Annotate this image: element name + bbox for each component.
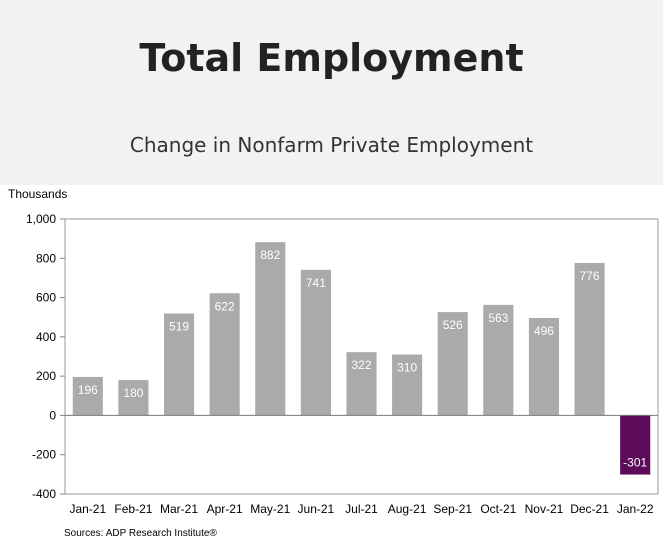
- y-tick-label: -400: [32, 487, 56, 501]
- bar-dec-21: [574, 263, 605, 416]
- bar-value-label: 322: [351, 358, 371, 372]
- page-title: Total Employment: [139, 36, 524, 80]
- x-tick-label: Jul-21: [345, 502, 378, 516]
- x-tick-label: Aug-21: [388, 502, 427, 516]
- bar-value-label: 622: [215, 299, 235, 313]
- chart-subtitle: Change in Nonfarm Private Employment: [129, 133, 534, 157]
- plot-border: [64, 218, 659, 494]
- bar-value-label: 496: [534, 324, 554, 338]
- bar-value-label: 563: [488, 311, 508, 325]
- x-tick-label: Jun-21: [298, 502, 335, 516]
- y-tick-label: 600: [36, 291, 56, 305]
- y-tick-label: 1,000: [26, 212, 56, 226]
- bar-may-21: [255, 242, 286, 416]
- bar-value-label: 519: [169, 319, 189, 333]
- bar-jun-21: [300, 269, 331, 416]
- chart-panel: -400 -200 0 200 400 600 800 1,000 196 Jan-21 180 Fe…: [0, 185, 663, 544]
- bar-value-label: 196: [78, 383, 98, 397]
- y-tick-label: -200: [32, 448, 56, 462]
- x-tick-label: Apr-21: [207, 502, 243, 516]
- x-tick-label: Sep-21: [433, 502, 472, 516]
- y-tick-label: 400: [36, 330, 56, 344]
- x-tick-label: Dec-21: [570, 502, 609, 516]
- bar-mar-21: [163, 313, 195, 416]
- bar-nov-21: [528, 318, 560, 416]
- bar-aug-21: [392, 354, 423, 416]
- source-note: Sources: ADP Research Institute®: [64, 528, 217, 539]
- x-tick-label: Jan-22: [617, 502, 654, 516]
- bar-value-label: 526: [443, 318, 463, 332]
- bar-value-label: 180: [123, 386, 143, 400]
- x-tick-label: Feb-21: [114, 502, 152, 516]
- x-tick-label: May-21: [250, 502, 290, 516]
- bar-value-label: 741: [306, 276, 326, 290]
- bar-value-label: 776: [580, 269, 600, 283]
- y-tick-label: 0: [49, 408, 56, 422]
- bar-jan-22: [620, 415, 651, 475]
- y-axis-unit-label: Thousands: [8, 187, 68, 201]
- bar-jan-21: [72, 376, 103, 416]
- bar-value-label: 310: [397, 361, 417, 375]
- bar-chart: -400 -200 0 200 400 600 800 1,000 196 Jan-21 180 Fe…: [26, 212, 659, 516]
- bar-oct-21: [483, 304, 514, 416]
- bar-sep-21: [437, 312, 468, 416]
- y-tick-label: 200: [36, 369, 56, 383]
- bar-feb-21: [118, 380, 149, 416]
- bar-value-label: -301: [623, 456, 647, 470]
- x-tick-label: Jan-21: [69, 502, 106, 516]
- y-tick-label: 800: [36, 251, 56, 265]
- x-tick-label: Nov-21: [525, 502, 564, 516]
- bar-value-label: 882: [260, 248, 280, 262]
- bar-apr-21: [209, 293, 240, 416]
- x-tick-label: Oct-21: [480, 502, 516, 516]
- x-tick-label: Mar-21: [160, 502, 198, 516]
- bar-jul-21: [346, 352, 377, 416]
